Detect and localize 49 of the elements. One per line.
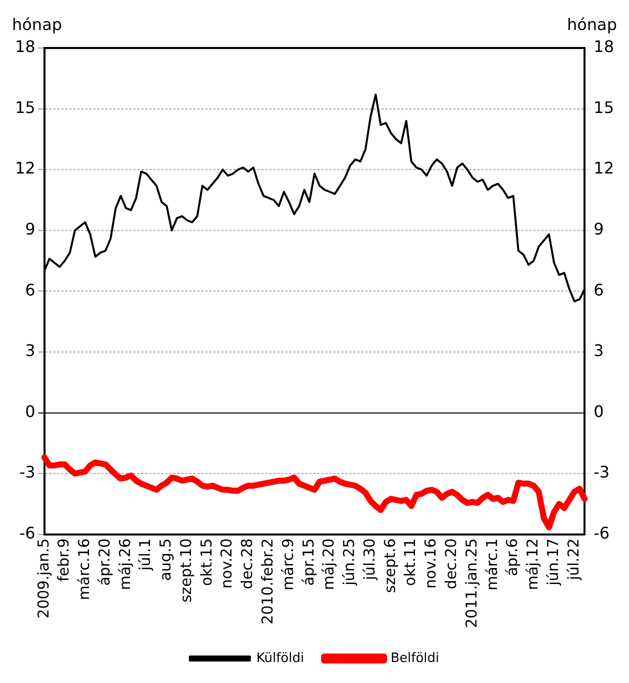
y-tick-label: 0 [25, 402, 36, 421]
x-tick-label: máj.26 [116, 538, 134, 590]
y-tick-label: -6 [19, 523, 36, 542]
x-tick-label: ápr.20 [95, 538, 114, 586]
x-tick-label: márc.1 [482, 538, 501, 591]
x-tick-label: nov.16 [422, 538, 440, 589]
x-tick-label: 2010.febr.2 [258, 538, 277, 624]
y2-axis-title: hónap [566, 15, 617, 34]
x-tick-label: júl.1 [136, 538, 154, 572]
x-tick-label: dec.28 [238, 538, 256, 590]
x-tick-label: okt.11 [401, 538, 420, 586]
x-tick-label: márc.9 [278, 538, 297, 591]
x-tick-label: júl.30 [360, 538, 378, 582]
x-tick-label: jún.17 [544, 538, 562, 586]
y2-tick-label: -6 [594, 523, 610, 542]
y-axis-title: hónap [12, 15, 62, 34]
y2-tick-label: 9 [594, 220, 604, 239]
y2-tick-label: 0 [594, 402, 604, 421]
x-tick-label: máj.12 [524, 538, 542, 590]
x-tick-label: márc.16 [75, 538, 94, 600]
x-tick-label: febr.9 [54, 538, 73, 582]
x-tick-label: ápr.15 [299, 538, 318, 586]
x-tick-label: szept.6 [380, 538, 399, 593]
y2-tick-label: 6 [594, 280, 604, 300]
x-tick-label: nov.20 [218, 538, 236, 589]
y-tick-label: 6 [25, 280, 36, 300]
y2-tick-label: -3 [594, 462, 610, 482]
x-tick-label: máj.20 [320, 538, 338, 590]
y2-tick-label: 18 [594, 37, 614, 56]
y2-tick-label: 3 [594, 341, 604, 360]
x-tick-label: aug.5 [156, 538, 175, 581]
x-tick-label: ápr.6 [503, 538, 522, 576]
y-tick-label: 18 [15, 37, 36, 56]
y-tick-label: 9 [25, 220, 36, 239]
y-tick-label: -3 [19, 462, 36, 482]
y-tick-label: 15 [15, 98, 36, 117]
y-tick-label: 12 [15, 158, 36, 178]
x-tick-label: 2009.jan.5 [34, 538, 52, 618]
y2-tick-label: 12 [594, 158, 614, 178]
y2-tick-label: 15 [594, 98, 614, 117]
x-tick-label: okt.15 [197, 538, 216, 586]
x-tick-label: szept.10 [176, 538, 195, 603]
x-tick-label: júl.22 [564, 538, 582, 582]
legend-label: Belföldi [390, 650, 440, 666]
y-tick-label: 3 [25, 341, 36, 360]
x-tick-label: jún.25 [340, 538, 358, 586]
x-tick-label: dec.20 [442, 538, 460, 590]
x-tick-label: 2011.jan.25 [462, 538, 480, 628]
legend-label: Külföldi [256, 650, 304, 666]
